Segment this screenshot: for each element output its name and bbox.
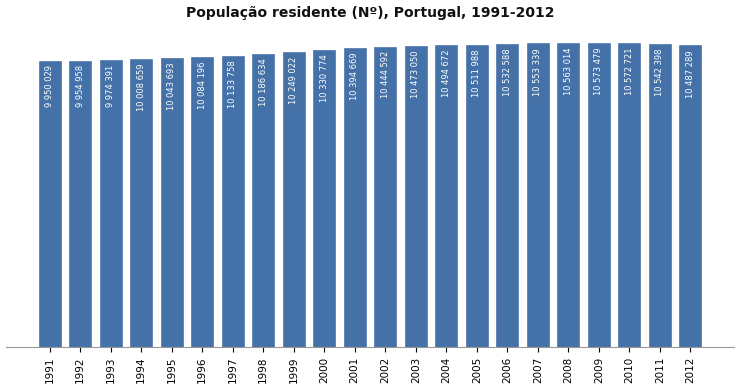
Bar [100,60,121,347]
Text: 10 444 592: 10 444 592 [381,51,390,98]
Text: 10 133 758: 10 133 758 [228,60,238,108]
Bar [557,43,579,347]
Bar [649,44,670,347]
Bar [38,61,61,347]
Text: 10 487 289: 10 487 289 [686,50,695,98]
Text: 10 084 196: 10 084 196 [198,61,206,109]
Bar [344,48,366,347]
Text: 10 572 721: 10 572 721 [625,47,634,95]
Text: 10 186 634: 10 186 634 [259,58,268,106]
Text: 10 563 014: 10 563 014 [564,48,573,95]
Bar [405,46,427,347]
Text: 10 573 479: 10 573 479 [594,47,603,95]
Bar [527,44,549,347]
Bar [679,46,702,347]
Text: 10 008 659: 10 008 659 [137,63,146,111]
Bar [222,56,243,347]
Text: 9 974 391: 9 974 391 [106,65,115,107]
Bar [70,61,91,347]
Text: 10 043 693: 10 043 693 [167,63,176,110]
Bar [588,43,610,347]
Text: 10 553 339: 10 553 339 [534,48,542,96]
Text: 10 532 588: 10 532 588 [502,49,512,96]
Text: 10 494 672: 10 494 672 [442,50,451,97]
Bar [465,45,488,347]
Text: 10 330 774: 10 330 774 [320,54,329,102]
Text: 9 950 029: 9 950 029 [45,65,54,107]
Text: 10 249 022: 10 249 022 [289,57,298,104]
Bar [374,47,396,347]
Bar [161,58,183,347]
Text: 9 954 958: 9 954 958 [75,65,84,107]
Bar [252,54,275,347]
Text: 10 511 988: 10 511 988 [472,49,481,97]
Text: 10 542 398: 10 542 398 [656,48,665,96]
Text: 10 394 669: 10 394 669 [350,53,359,100]
Bar [130,59,152,347]
Bar [313,50,335,347]
Title: População residente (Nº), Portugal, 1991-2012: População residente (Nº), Portugal, 1991… [186,5,554,19]
Bar [283,52,305,347]
Text: 10 473 050: 10 473 050 [411,50,420,98]
Bar [191,57,213,347]
Bar [619,43,640,347]
Bar [497,44,518,347]
Bar [435,45,457,347]
